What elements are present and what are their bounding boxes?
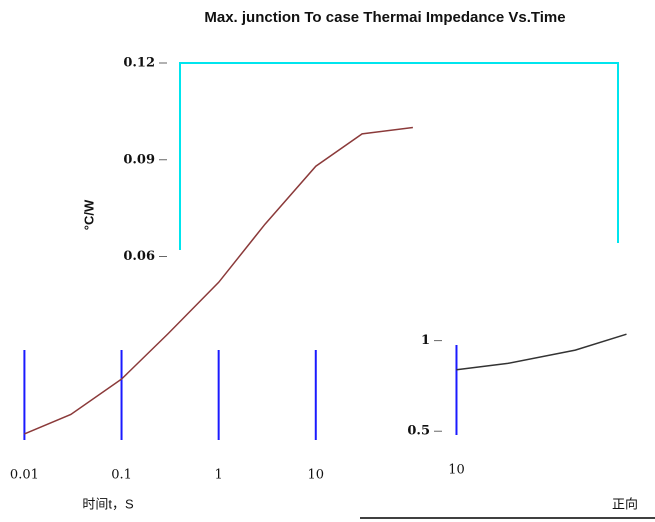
y-tick-label: 0.09	[123, 152, 155, 167]
x-tick-label: 0.01	[10, 468, 39, 483]
plot-frame	[179, 62, 619, 250]
y-tick-label: 0.5	[407, 424, 430, 439]
x-tick-label: 10	[448, 463, 465, 478]
x-tick-label: 1	[215, 468, 223, 483]
y-tick-label: 0.06	[123, 249, 155, 264]
y-tick-label: 0.12	[123, 56, 155, 71]
data-line	[24, 126, 413, 435]
y-axis-label: °C/W	[81, 199, 96, 230]
data-line	[456, 333, 627, 371]
x-axis-label: 时间t，S	[82, 496, 134, 511]
chart-title: Max. junction To case Thermai Impedance …	[204, 9, 565, 26]
x-tick-label: 0.1	[111, 468, 132, 483]
x-tick-label: 10	[308, 468, 325, 483]
x-axis-label: 正向	[612, 496, 638, 511]
y-tick-label: 1	[421, 333, 430, 348]
